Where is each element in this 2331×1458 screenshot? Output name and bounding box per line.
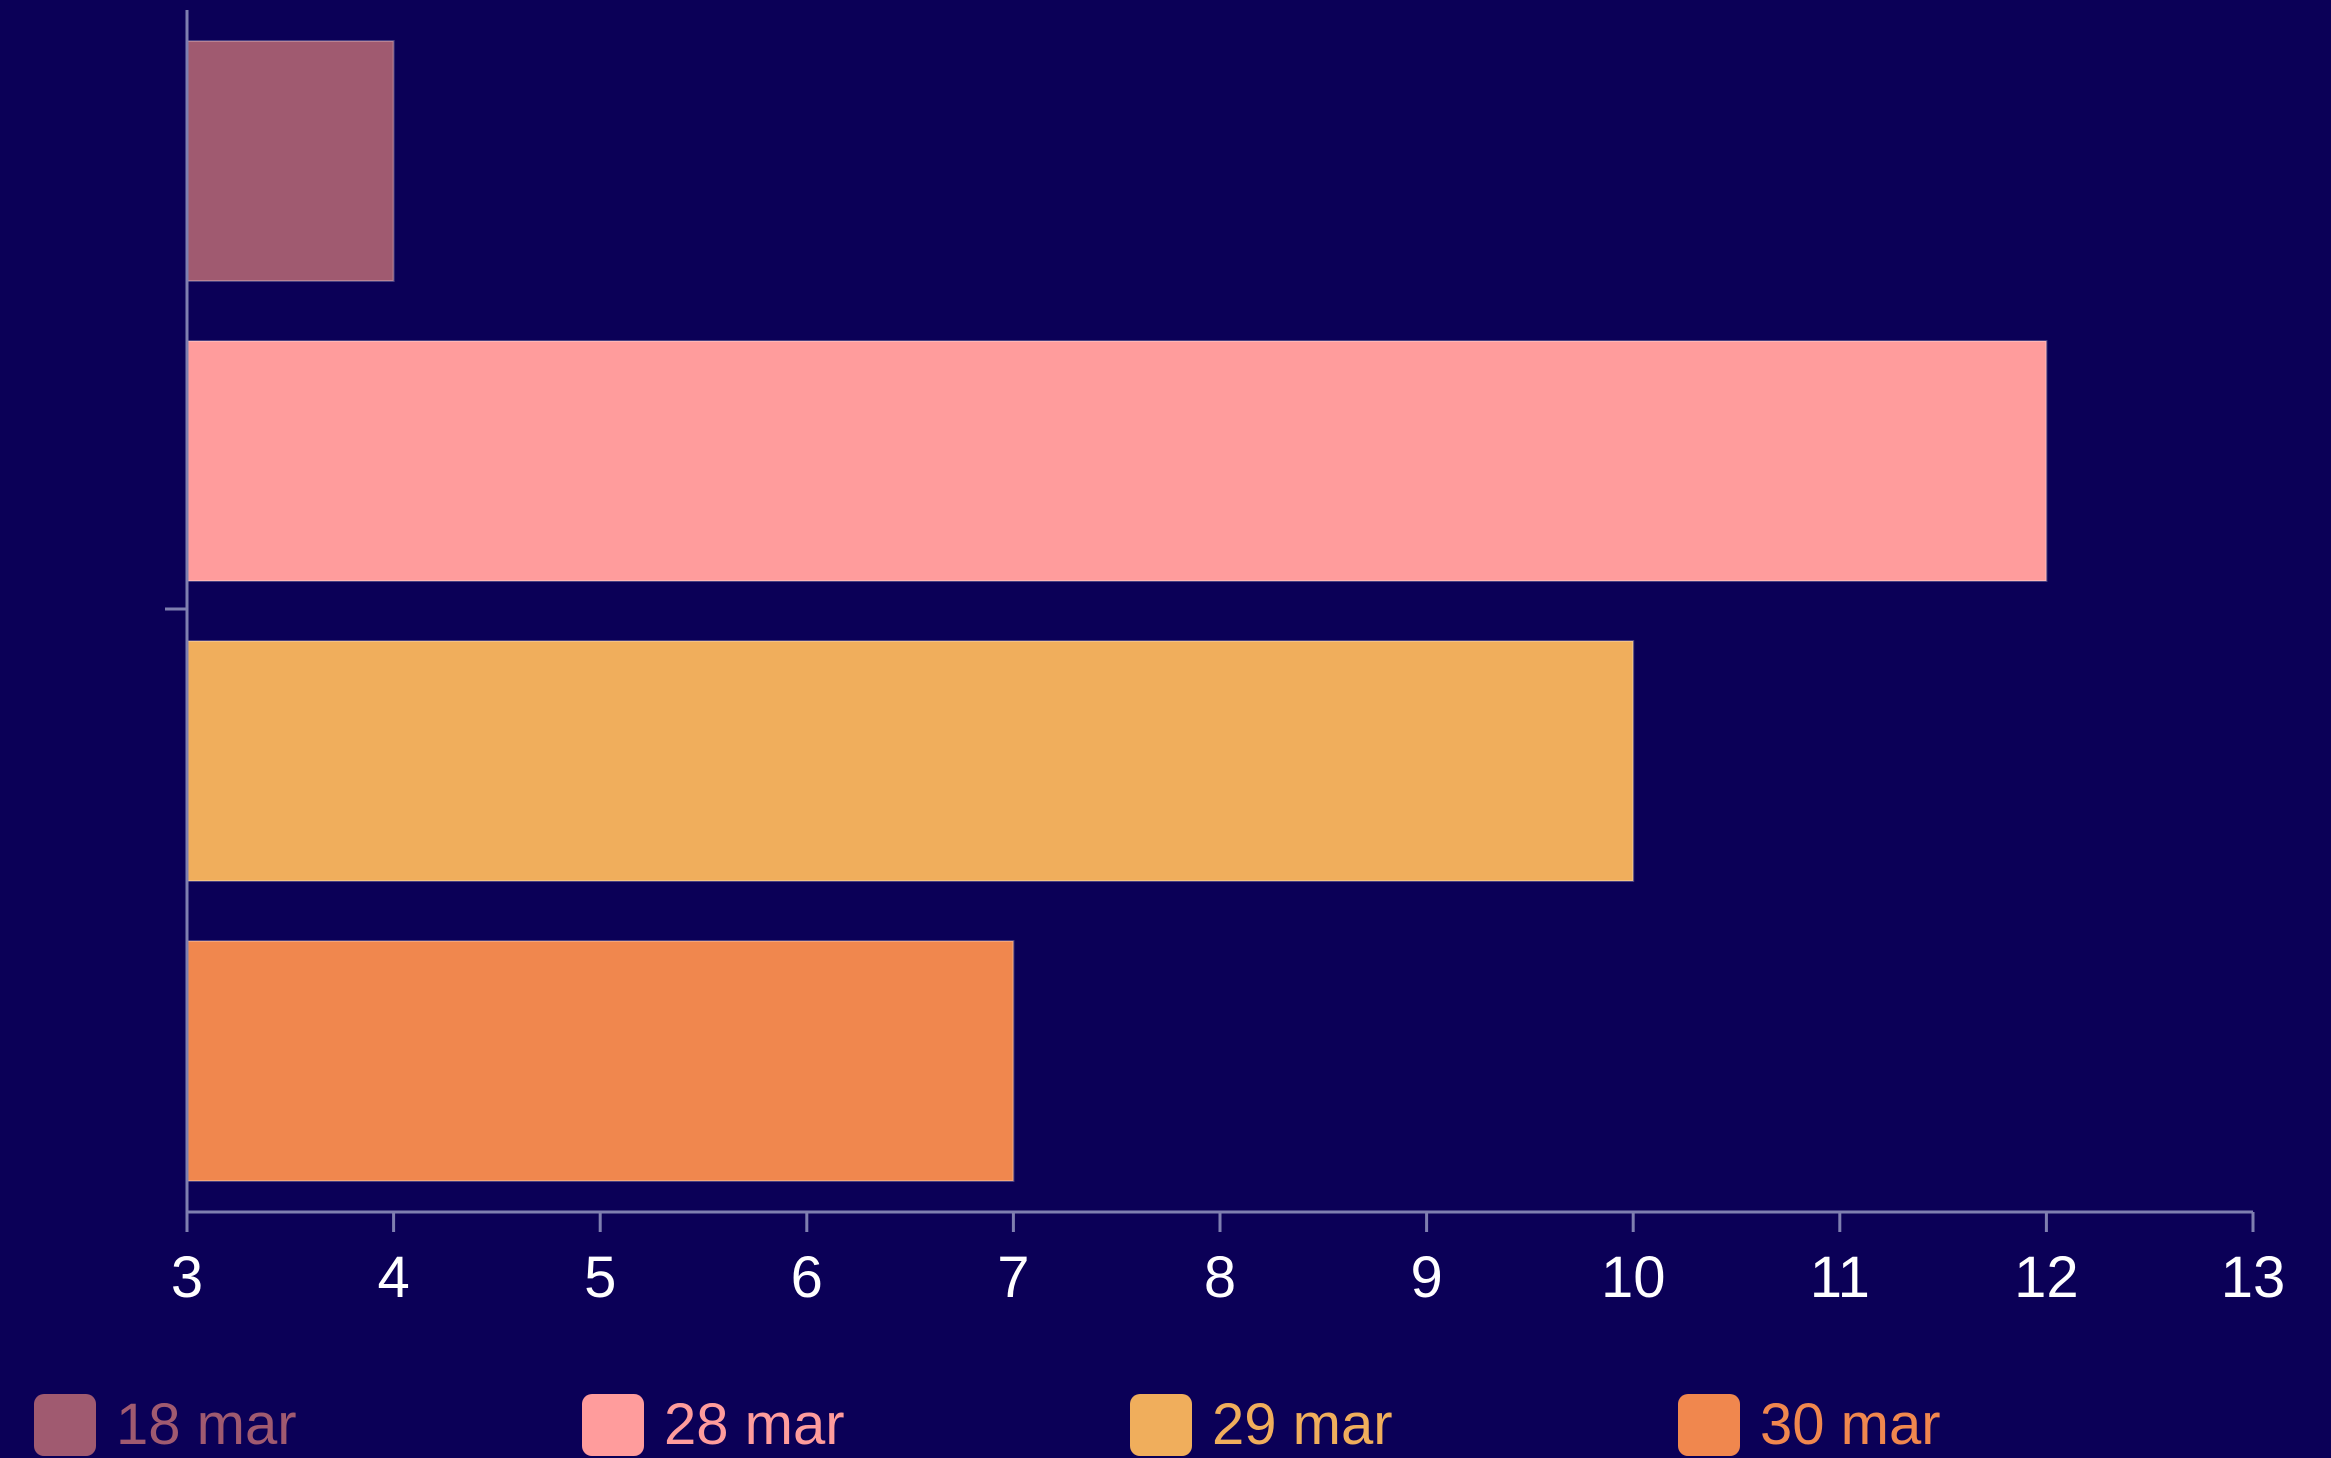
legend-swatch	[34, 1394, 96, 1456]
legend-label: 29 mar	[1212, 1392, 1393, 1457]
x-tick-label: 9	[1410, 1245, 1442, 1310]
bar-28-mar	[186, 340, 2048, 582]
legend-item: 30 mar	[1678, 1392, 1941, 1457]
legend-item: 18 mar	[34, 1392, 297, 1457]
x-tick-label: 4	[377, 1245, 409, 1310]
legend-swatch	[1678, 1394, 1740, 1456]
legend-label: 30 mar	[1760, 1392, 1941, 1457]
x-axis-ticks: 3 4 5 6 7 8 9 10 11 12 13	[171, 1212, 2285, 1310]
legend-item: 29 mar	[1130, 1392, 1393, 1457]
bar-29-mar	[186, 640, 1635, 882]
legend-label: 18 mar	[116, 1392, 297, 1457]
x-tick-label: 6	[791, 1245, 823, 1310]
x-tick-label: 10	[1601, 1245, 1666, 1310]
x-tick-label: 11	[1810, 1245, 1870, 1310]
x-tick-label: 5	[584, 1245, 616, 1310]
bar-18-mar	[186, 40, 395, 282]
legend-swatch	[582, 1394, 644, 1456]
x-tick-label: 7	[997, 1245, 1029, 1310]
legend: 18 mar 28 mar 29 mar 30 mar	[34, 1392, 1941, 1457]
legend-item: 28 mar	[582, 1392, 845, 1457]
x-tick-label: 12	[2014, 1245, 2079, 1310]
legend-swatch	[1130, 1394, 1192, 1456]
bar-30-mar	[186, 940, 1015, 1182]
x-tick-label: 3	[171, 1245, 203, 1310]
x-tick-label: 13	[2221, 1245, 2286, 1310]
legend-label: 28 mar	[664, 1392, 845, 1457]
x-tick-label: 8	[1204, 1245, 1236, 1310]
bars-layer	[186, 40, 2048, 1182]
